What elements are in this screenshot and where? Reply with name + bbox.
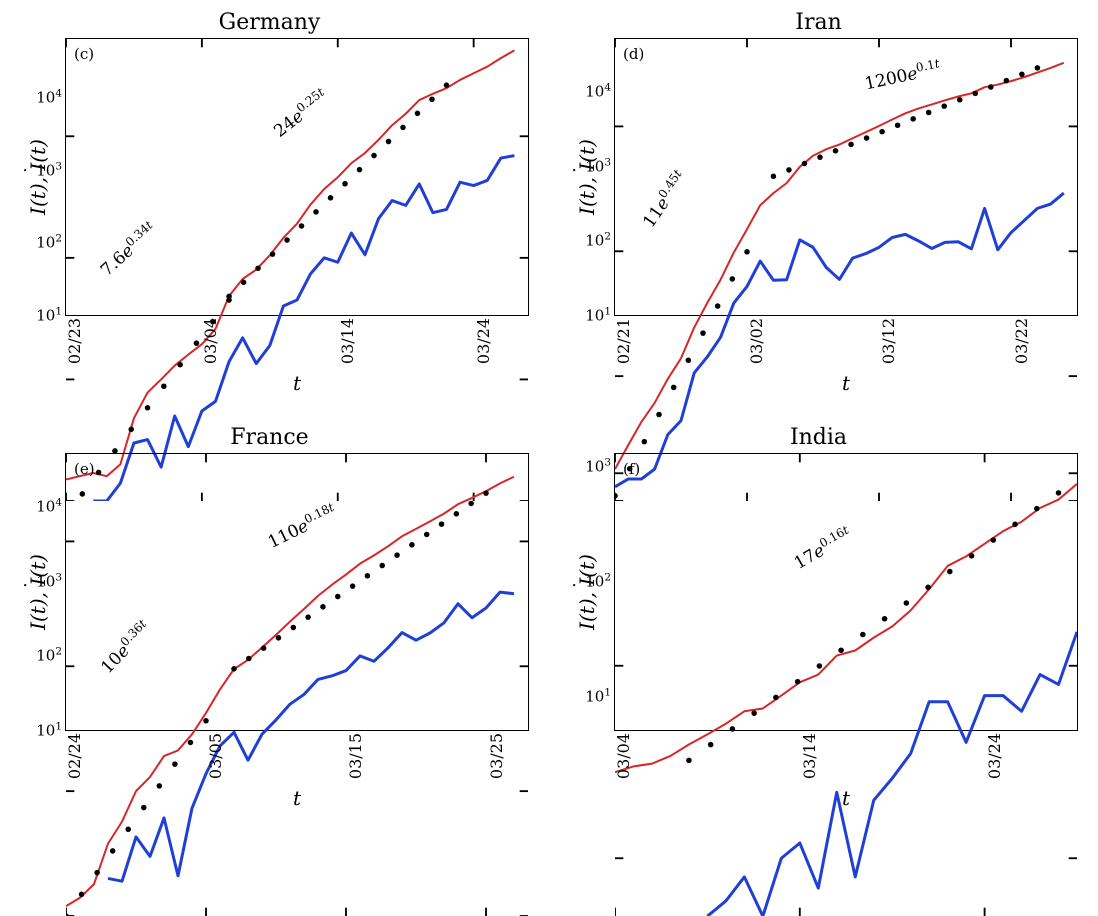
series-I-india [615, 484, 1077, 772]
x-tick-label: 03/04 [201, 318, 220, 364]
y-tick-label: 102 [36, 233, 62, 252]
x-tick-label: 02/24 [65, 733, 84, 779]
x-tick-label: 02/21 [614, 318, 633, 364]
y-tick-label: 103 [36, 160, 62, 179]
fit-dots-france [231, 490, 489, 671]
svg-layer-india [615, 454, 1077, 916]
x-tick-label: 03/24 [474, 318, 493, 364]
y-tick-label: 101 [585, 686, 611, 705]
y-tick-label: 104 [36, 497, 62, 516]
x-tick-label: 03/05 [206, 733, 225, 779]
fit-dots-iran [771, 65, 1041, 179]
panel-iran: IranI(t), I˙(t)(d)10110210310411e0.45t12… [559, 10, 1078, 395]
x-tick-label: 03/24 [985, 733, 1004, 779]
x-tick-label: 03/04 [614, 733, 633, 779]
x-tick-label: 03/02 [747, 318, 766, 364]
y-axis-label: I(t), I˙(t) [559, 38, 614, 316]
x-tick-label: 03/15 [346, 733, 365, 779]
plot-area-germany: (c)1011021031047.6e0.34t24e0.25t [65, 38, 529, 316]
x-tick-label: 03/14 [338, 318, 357, 364]
panel-india: IndiaI(t), I˙(t)(f)10110210317e0.16t03/0… [559, 425, 1078, 810]
plot-area-iran: (d)10110210310411e0.45t1200e0.1t [614, 38, 1078, 316]
y-tick-label: 101 [36, 306, 62, 325]
series-I-iran [615, 63, 1064, 469]
y-tick-label: 102 [585, 571, 611, 590]
plot-area-france: (e)10110210310410e0.36t110e0.18t [65, 453, 529, 731]
panel-france: FranceI(t), I˙(t)(e)10110210310410e0.36t… [10, 425, 529, 810]
panel-title-france: France [10, 425, 529, 453]
panel-title-germany: Germany [10, 10, 529, 38]
x-tick-label: 03/22 [1012, 318, 1031, 364]
x-tick-row: 02/23 03/04 03/14 03/24 [65, 316, 529, 371]
panel-title-iran: Iran [559, 10, 1078, 38]
y-tick-label: 104 [36, 88, 62, 107]
x-tick-label: 03/25 [487, 733, 506, 779]
x-tick-label: 03/12 [879, 318, 898, 364]
y-tick-label: 101 [585, 306, 611, 325]
x-tick-row: 03/04 03/14 03/24 [614, 731, 1078, 786]
plot-area-india: (f)10110210317e0.16t [614, 453, 1078, 731]
panel-title-india: India [559, 425, 1078, 453]
y-tick-label: 102 [36, 646, 62, 665]
panel-germany: GermanyI(t), I˙(t)(c)1011021031047.6e0.3… [10, 10, 529, 395]
y-tick-label: 102 [585, 231, 611, 250]
x-tick-label: 02/23 [65, 318, 84, 364]
x-tick-row: 02/21 03/02 03/12 03/22 [614, 316, 1078, 371]
svg-layer-france [66, 454, 528, 916]
y-axis-label: I(t), I˙(t) [10, 453, 65, 731]
y-tick-label: 101 [36, 721, 62, 740]
x-tick-row: 02/24 03/05 03/15 03/25 [65, 731, 529, 786]
y-tick-label: 103 [585, 456, 611, 475]
y-tick-label: 104 [585, 82, 611, 101]
y-tick-label: 103 [36, 571, 62, 590]
y-tick-label: 103 [585, 156, 611, 175]
x-tick-label: 03/14 [800, 733, 819, 779]
series-I-germany [66, 50, 514, 479]
